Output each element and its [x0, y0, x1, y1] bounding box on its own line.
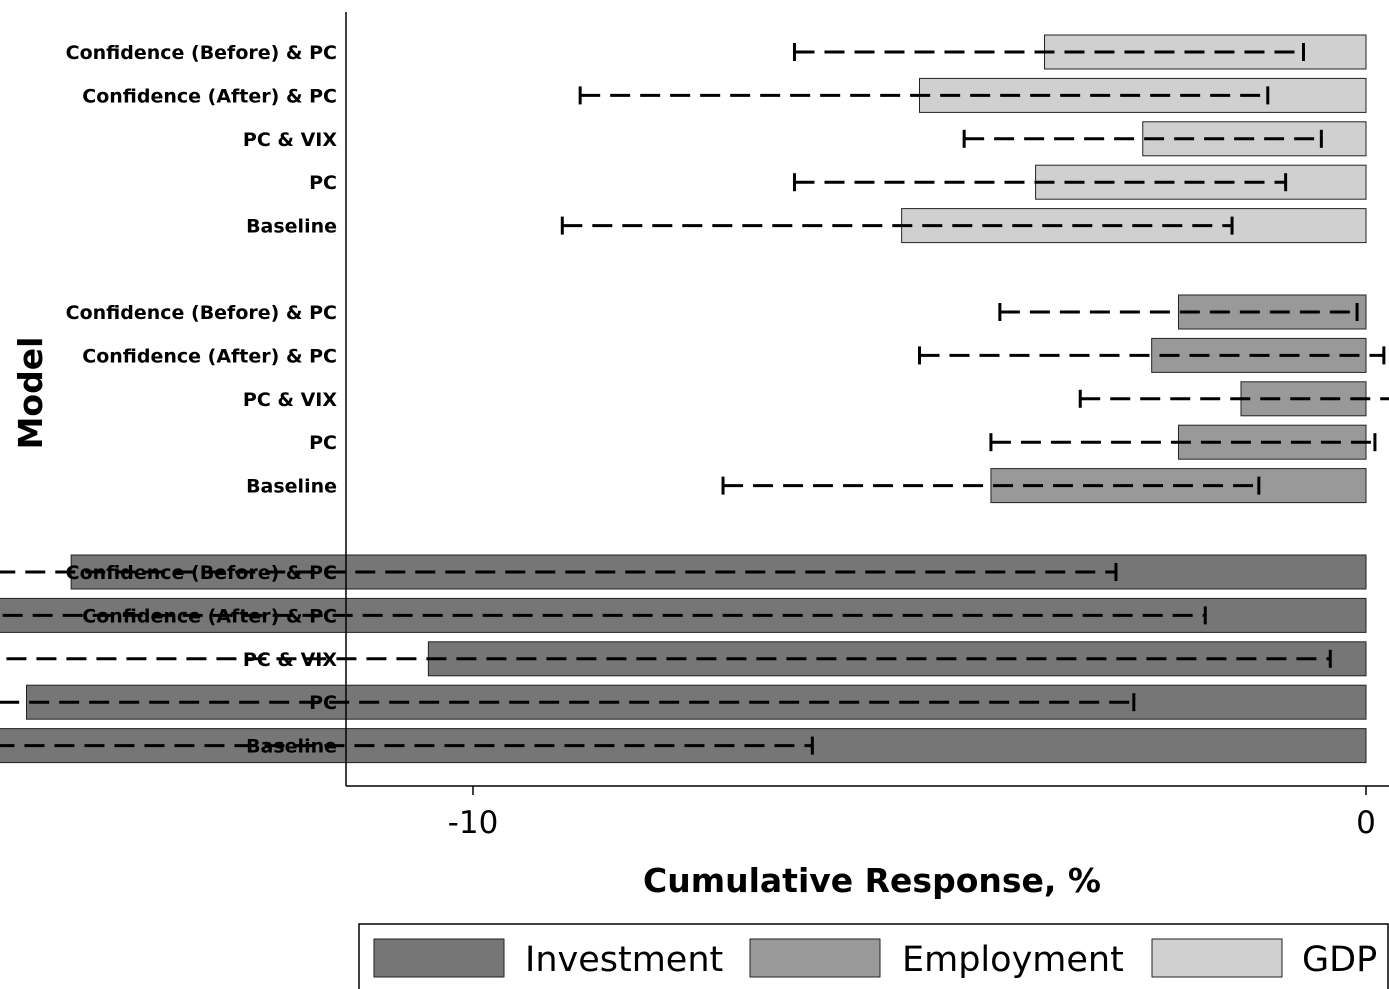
category-label: Confidence (After) & PC	[82, 345, 337, 367]
y-axis-title: Model	[11, 337, 50, 450]
category-label: PC & VIX	[243, 129, 337, 151]
legend-label-employment: Employment	[902, 940, 1124, 980]
category-label: PC & VIX	[243, 649, 337, 671]
category-label: PC & VIX	[243, 389, 337, 411]
legend: Investment Employment GDP	[358, 923, 1389, 989]
category-label: PC	[309, 432, 337, 454]
category-label: Confidence (Before) & PC	[66, 42, 337, 64]
category-label: Confidence (Before) & PC	[66, 302, 337, 324]
x-tick-label: 0	[1356, 805, 1376, 841]
legend-swatch-employment	[749, 938, 881, 978]
category-label: Baseline	[246, 216, 337, 238]
category-label: PC	[309, 172, 337, 194]
bars-layer	[0, 34, 1367, 764]
legend-label-gdp: GDP	[1302, 940, 1377, 980]
x-axis-title: Cumulative Response, %	[643, 861, 1101, 900]
x-ticks: -30-20-100	[448, 786, 1376, 841]
category-label: PC	[309, 692, 337, 714]
x-tick-label: -10	[448, 805, 499, 841]
error-bars-layer	[0, 43, 1389, 755]
legend-label-investment: Investment	[525, 940, 723, 980]
category-label: Baseline	[246, 476, 337, 498]
bar-investment	[0, 728, 1367, 764]
category-label: Confidence (Before) & PC	[66, 562, 337, 584]
bar-gdp	[1044, 34, 1367, 70]
axes	[345, 12, 1389, 787]
category-label: Confidence (After) & PC	[82, 605, 337, 627]
legend-swatch-gdp	[1151, 938, 1283, 978]
category-label: Baseline	[246, 736, 337, 758]
category-label: Confidence (After) & PC	[82, 85, 337, 107]
category-labels: Confidence (Before) & PC Confidence (Afte…	[66, 42, 338, 758]
bar-gdp	[919, 77, 1367, 113]
legend-swatch-investment	[373, 938, 505, 978]
